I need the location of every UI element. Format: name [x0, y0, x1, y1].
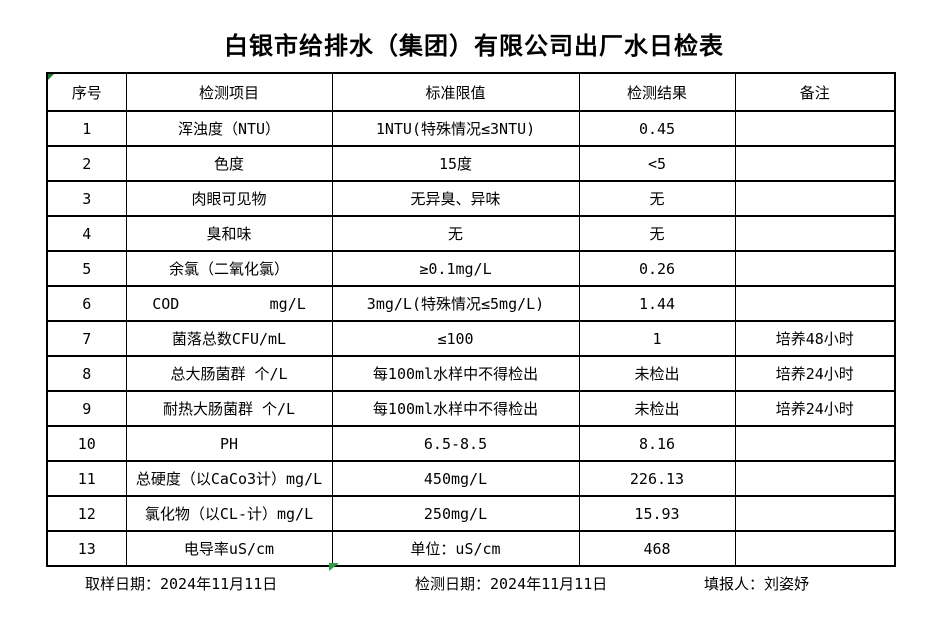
cell-remark [734, 110, 896, 147]
table-row: 8 总大肠菌群 个/L 每100ml水样中不得检出 未检出 培养24小时 [46, 355, 896, 392]
table-row: 4 臭和味无无 [46, 215, 896, 252]
footer: 取样日期：2024年11月11日 检测日期：2024年11月11日 填报人：刘姿… [0, 573, 948, 595]
cell-item: 浑浊度（NTU） [125, 110, 333, 147]
reporter-name: 填报人：刘姿妤 [704, 575, 810, 593]
table-row: 2 色度 15度 <5 [46, 145, 896, 182]
cell-limit: 3mg/L(特殊情况≤5mg/L) [331, 285, 580, 322]
cell-result: 1.44 [578, 285, 736, 322]
cell-item: 臭和味 [125, 215, 333, 252]
cell-remark [734, 180, 896, 217]
cell-item: 菌落总数CFU/mL [125, 320, 333, 357]
cell-limit: 每100ml水样中不得检出 [331, 390, 580, 427]
cell-remark [734, 285, 896, 322]
cell-remark [734, 495, 896, 532]
cell-remark: 培养24小时 [734, 355, 896, 392]
sampling-date: 取样日期：2024年11月11日 [85, 575, 278, 593]
cell-item: 总硬度（以CaCo3计）mg/L [125, 460, 333, 497]
cell-seq: 6 [46, 285, 127, 322]
cell-result: 未检出 [578, 390, 736, 427]
table-row: 5 余氯（二氧化氯） ≥0.1mg/L 0.26 [46, 250, 896, 287]
table-row: 7 菌落总数CFU/mL ≤100 1 培养48小时 [46, 320, 896, 357]
excel-fill-handle-icon [329, 563, 339, 571]
table-row: 13 电导率uS/cm 单位：uS/cm 468 [46, 530, 896, 567]
table-row: 6 COD mg/L 3mg/L(特殊情况≤5mg/L) 1.44 [46, 285, 896, 322]
cell-seq: 8 [46, 355, 127, 392]
cell-seq: 4 [46, 215, 127, 252]
cell-remark [734, 530, 896, 567]
cell-item: PH [125, 425, 333, 462]
cell-result: 226.13 [578, 460, 736, 497]
table-row: 12 氯化物（以CL-计）mg/L 250mg/L 15.93 [46, 495, 896, 532]
cell-remark [734, 250, 896, 287]
table-header-row: 序号 检测项目 标准限值 检测结果 备注 [46, 72, 896, 112]
cell-limit: 每100ml水样中不得检出 [331, 355, 580, 392]
cell-remark [734, 145, 896, 182]
cell-seq: 12 [46, 495, 127, 532]
cell-seq: 2 [46, 145, 127, 182]
header-remark: 备注 [734, 72, 896, 112]
cell-seq: 11 [46, 460, 127, 497]
header-item: 检测项目 [125, 72, 333, 112]
cell-remark [734, 460, 896, 497]
cell-result: 1 [578, 320, 736, 357]
table-body: 1 浑浊度（NTU） 1NTU(特殊情况≤3NTU) 0.45 2 色度 15度 <5 3 肉眼可… [46, 110, 896, 567]
header-seq: 序号 [46, 72, 127, 112]
cell-result: 无 [578, 215, 736, 252]
testing-date: 检测日期：2024年11月11日 [415, 575, 608, 593]
cell-seq: 3 [46, 180, 127, 217]
cell-result: 8.16 [578, 425, 736, 462]
cell-result: <5 [578, 145, 736, 182]
cell-remark: 培养24小时 [734, 390, 896, 427]
cell-remark: 培养48小时 [734, 320, 896, 357]
cell-item: 肉眼可见物 [125, 180, 333, 217]
table-row: 1 浑浊度（NTU） 1NTU(特殊情况≤3NTU) 0.45 [46, 110, 896, 147]
cell-result: 0.26 [578, 250, 736, 287]
cell-result: 无 [578, 180, 736, 217]
cell-limit: 6.5-8.5 [331, 425, 580, 462]
cell-seq: 7 [46, 320, 127, 357]
cell-result: 未检出 [578, 355, 736, 392]
cell-limit: 250mg/L [331, 495, 580, 532]
cell-item: 余氯（二氧化氯） [125, 250, 333, 287]
cell-remark [734, 425, 896, 462]
cell-limit: 450mg/L [331, 460, 580, 497]
cell-result: 0.45 [578, 110, 736, 147]
cell-item: 总大肠菌群 个/L [125, 355, 333, 392]
cell-limit: 1NTU(特殊情况≤3NTU) [331, 110, 580, 147]
header-result: 检测结果 [578, 72, 736, 112]
cell-seq: 10 [46, 425, 127, 462]
cell-seq: 9 [46, 390, 127, 427]
table-row: 9 耐热大肠菌群 个/L 每100ml水样中不得检出 未检出 培养24小时 [46, 390, 896, 427]
table-row: 10 PH 6.5-8.5 8.16 [46, 425, 896, 462]
daily-inspection-table: 序号 检测项目 标准限值 检测结果 备注 1 浑浊度（NTU） 1NTU(特殊情况≤… [46, 72, 896, 567]
cell-limit: ≤100 [331, 320, 580, 357]
table-row: 11 总硬度（以CaCo3计）mg/L 450mg/L 226.13 [46, 460, 896, 497]
cell-limit: 无 [331, 215, 580, 252]
cell-limit: 15度 [331, 145, 580, 182]
cell-result: 15.93 [578, 495, 736, 532]
cell-item: 氯化物（以CL-计）mg/L [125, 495, 333, 532]
cell-limit: ≥0.1mg/L [331, 250, 580, 287]
cell-seq: 5 [46, 250, 127, 287]
page-title: 白银市给排水（集团）有限公司出厂水日检表 [224, 32, 724, 60]
cell-item: COD mg/L [125, 285, 333, 322]
table-row: 3 肉眼可见物 无异臭、异味无 [46, 180, 896, 217]
cell-item: 电导率uS/cm [125, 530, 333, 567]
cell-result: 468 [578, 530, 736, 567]
cell-remark [734, 215, 896, 252]
cell-item: 耐热大肠菌群 个/L [125, 390, 333, 427]
cell-seq: 1 [46, 110, 127, 147]
cell-limit: 无异臭、异味 [331, 180, 580, 217]
header-limit: 标准限值 [331, 72, 580, 112]
cell-limit: 单位：uS/cm [331, 530, 580, 567]
cell-seq: 13 [46, 530, 127, 567]
cell-item: 色度 [125, 145, 333, 182]
